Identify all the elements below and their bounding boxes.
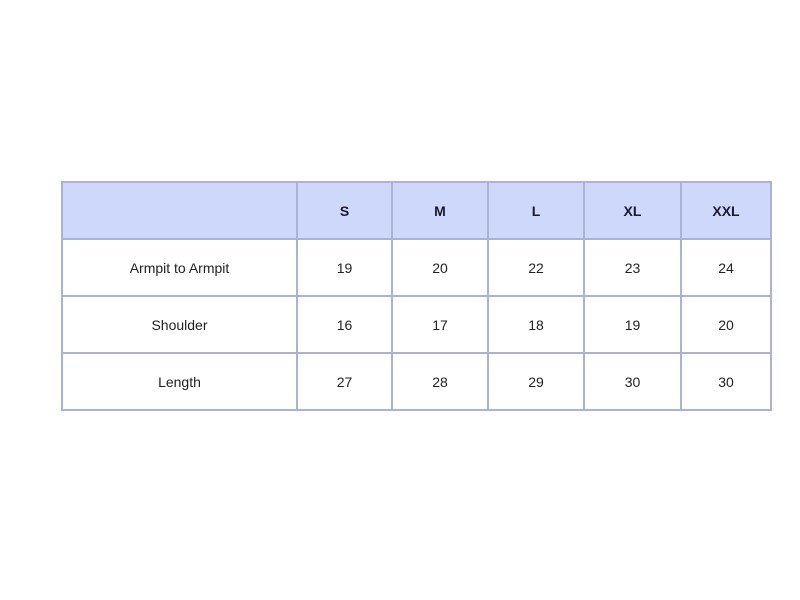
table-cell: 17 bbox=[391, 295, 489, 354]
header-cell-empty bbox=[61, 181, 298, 240]
table-cell: 20 bbox=[391, 238, 489, 297]
table-cell: 18 bbox=[487, 295, 585, 354]
table-cell: 30 bbox=[680, 352, 772, 411]
header-cell-xxl: XXL bbox=[680, 181, 772, 240]
size-chart-table: S M L XL XXL Armpit to Armpit 19 20 22 2… bbox=[61, 181, 772, 411]
table-cell: 19 bbox=[296, 238, 393, 297]
table-cell: 19 bbox=[583, 295, 682, 354]
row-label: Length bbox=[61, 352, 298, 411]
table-cell: 20 bbox=[680, 295, 772, 354]
header-cell-xl: XL bbox=[583, 181, 682, 240]
table-cell: 16 bbox=[296, 295, 393, 354]
table-cell: 28 bbox=[391, 352, 489, 411]
table-cell: 24 bbox=[680, 238, 772, 297]
header-cell-s: S bbox=[296, 181, 393, 240]
header-row: S M L XL XXL bbox=[61, 181, 772, 240]
table-cell: 30 bbox=[583, 352, 682, 411]
table-row: Armpit to Armpit 19 20 22 23 24 bbox=[61, 238, 772, 297]
row-label: Shoulder bbox=[61, 295, 298, 354]
table-row: Length 27 28 29 30 30 bbox=[61, 352, 772, 411]
header-cell-l: L bbox=[487, 181, 585, 240]
table-cell: 29 bbox=[487, 352, 585, 411]
table-cell: 27 bbox=[296, 352, 393, 411]
row-label: Armpit to Armpit bbox=[61, 238, 298, 297]
table-cell: 23 bbox=[583, 238, 682, 297]
header-cell-m: M bbox=[391, 181, 489, 240]
table-row: Shoulder 16 17 18 19 20 bbox=[61, 295, 772, 354]
table-cell: 22 bbox=[487, 238, 585, 297]
